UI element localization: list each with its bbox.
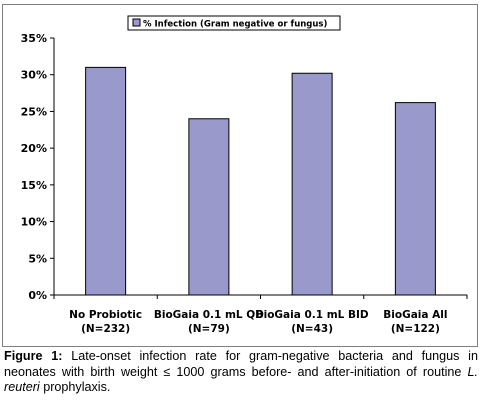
- figure-caption: Figure 1: Late-onset infection rate for …: [4, 349, 478, 396]
- x-axis-labels: No Probiotic (N=232) BioGaia 0.1 mL QD (N=7…: [69, 309, 447, 335]
- bar: [291, 72, 333, 296]
- bar: [394, 102, 436, 296]
- x-tick-label: BioGaia 0.1 mL QD: [154, 309, 264, 321]
- x-tick-label: No Probiotic: [69, 309, 142, 321]
- bar: [85, 66, 127, 296]
- caption-label: Figure 1:: [4, 349, 63, 363]
- bars: [53, 66, 468, 299]
- legend-box: [127, 15, 341, 31]
- y-tick-label: 15%: [21, 179, 47, 192]
- legend-swatch: [132, 18, 141, 27]
- chart-frame: % Infection (Gram negative or fungus) 0%…: [2, 4, 478, 347]
- x-tick-label: BioGaia 0.1 mL BID: [256, 309, 369, 321]
- x-tick-sublabel: (N=79): [188, 323, 230, 335]
- y-tick-label: 35%: [21, 32, 47, 45]
- legend-label: % Infection (Gram negative or fungus): [143, 20, 327, 30]
- legend: % Infection (Gram negative or fungus): [127, 15, 341, 31]
- y-tick-label: 0%: [28, 289, 47, 302]
- x-tick-sublabel: (N=232): [81, 323, 130, 335]
- bar-chart: % Infection (Gram negative or fungus) 0%…: [21, 15, 468, 335]
- caption-text-end: prophylaxis.: [39, 380, 111, 394]
- x-tick-label: BioGaia All: [383, 309, 447, 321]
- y-axis-ticks: 0% 5% 10% 15% 20% 25% 30% 35%: [21, 32, 54, 302]
- y-tick-label: 10%: [21, 216, 47, 229]
- caption-species: L. reuteri: [4, 364, 478, 395]
- x-tick-sublabel: (N=122): [391, 323, 440, 335]
- y-tick-label: 30%: [21, 69, 47, 82]
- y-tick-label: 25%: [21, 105, 47, 118]
- bar: [188, 118, 230, 296]
- x-tick-sublabel: (N=43): [291, 323, 333, 335]
- y-tick-label: 20%: [21, 142, 47, 155]
- y-tick-label: 5%: [28, 252, 47, 265]
- caption-text: Late-onset infection rate for gram-negat…: [4, 349, 478, 379]
